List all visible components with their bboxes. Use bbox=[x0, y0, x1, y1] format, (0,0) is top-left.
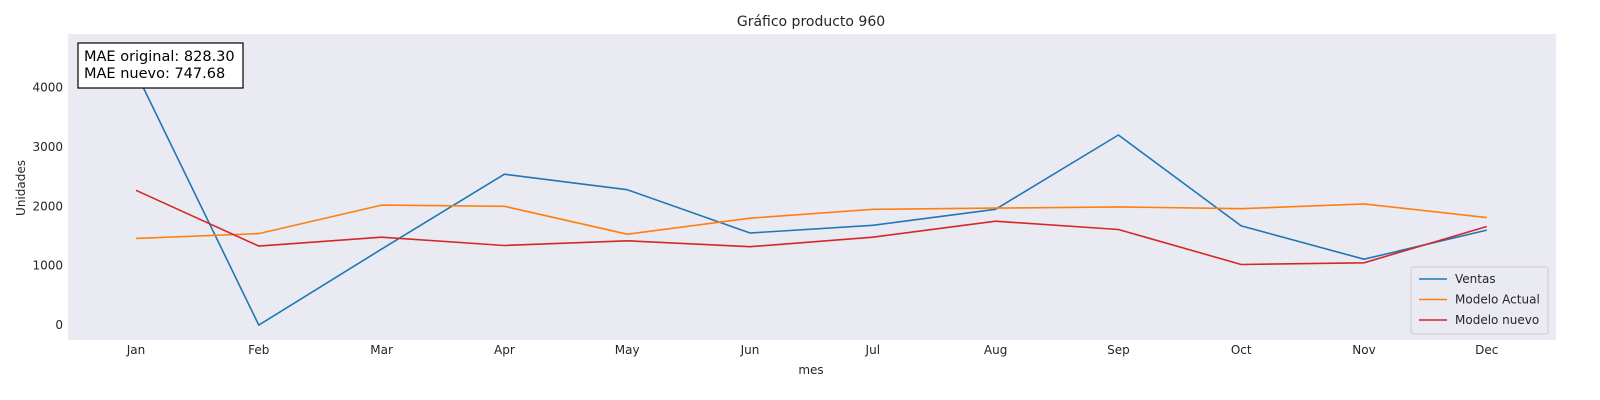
annotation-box: MAE original: 828.30 MAE nuevo: 747.68 bbox=[77, 42, 244, 89]
x-tick-label: Dec bbox=[1475, 343, 1498, 357]
x-tick-label: Apr bbox=[494, 343, 515, 357]
legend-box bbox=[1410, 266, 1549, 335]
annotation-mae-original: MAE original: 828.30 bbox=[84, 49, 235, 65]
legend-label: Modelo nuevo bbox=[1455, 313, 1539, 327]
x-tick-label: May bbox=[615, 343, 640, 357]
y-tick-label: 4000 bbox=[32, 80, 63, 94]
legend-label: Modelo Actual bbox=[1455, 293, 1540, 307]
x-axis-label: mes bbox=[798, 363, 823, 377]
series-line-modelo-actual bbox=[135, 203, 1487, 240]
legend: Ventas Modelo Actual Modelo nuevo bbox=[1410, 266, 1549, 335]
x-tick-label: Feb bbox=[248, 343, 269, 357]
x-tick-label: Nov bbox=[1352, 343, 1375, 357]
series-line-modelo-nuevo bbox=[135, 189, 1488, 266]
chart-title: Gráfico producto 960 bbox=[737, 14, 885, 30]
series-lines bbox=[135, 72, 1488, 326]
x-tick-label: Jun bbox=[740, 343, 760, 357]
y-tick-label: 0 bbox=[55, 318, 63, 332]
x-tick-label: Jul bbox=[865, 343, 880, 357]
annotation-mae-nuevo: MAE nuevo: 747.68 bbox=[84, 66, 225, 82]
y-axis-ticks: 0 1000 2000 3000 4000 bbox=[32, 80, 63, 332]
legend-label: Ventas bbox=[1455, 272, 1496, 286]
x-tick-label: Aug bbox=[984, 343, 1007, 357]
y-tick-label: 2000 bbox=[32, 199, 63, 213]
plot-area bbox=[68, 34, 1556, 340]
x-tick-label: Sep bbox=[1107, 343, 1130, 357]
x-axis-ticks: Jan Feb Mar Apr May Jun Jul Aug Sep Oct Nov Dec bbox=[126, 343, 1499, 357]
y-tick-label: 1000 bbox=[32, 259, 63, 273]
x-tick-label: Jan bbox=[126, 343, 146, 357]
x-tick-label: Mar bbox=[370, 343, 393, 357]
y-tick-label: 3000 bbox=[32, 140, 63, 154]
series-line-ventas bbox=[135, 72, 1487, 326]
y-axis-label: Unidades bbox=[14, 160, 28, 216]
x-tick-label: Oct bbox=[1231, 343, 1252, 357]
